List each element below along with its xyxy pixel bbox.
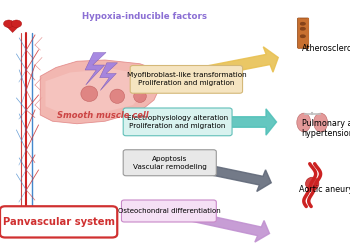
Ellipse shape — [306, 177, 319, 190]
Ellipse shape — [81, 86, 98, 102]
FancyArrow shape — [164, 207, 270, 242]
Ellipse shape — [134, 90, 146, 102]
Text: Osteochondral differentiation: Osteochondral differentiation — [118, 208, 220, 214]
Text: Panvascular system: Panvascular system — [3, 217, 115, 227]
FancyBboxPatch shape — [123, 108, 232, 136]
Ellipse shape — [4, 20, 14, 28]
Ellipse shape — [11, 20, 22, 28]
Text: Electrophysiology alteration
Proliferation and migration: Electrophysiology alteration Proliferati… — [127, 115, 228, 129]
Ellipse shape — [297, 113, 311, 132]
Ellipse shape — [110, 89, 125, 104]
Polygon shape — [100, 63, 118, 90]
Text: Atherosclerosis: Atherosclerosis — [302, 44, 350, 53]
Text: Aortic aneurysm: Aortic aneurysm — [299, 186, 350, 194]
FancyArrow shape — [180, 47, 278, 81]
FancyBboxPatch shape — [123, 150, 216, 176]
Polygon shape — [46, 69, 147, 114]
FancyArrow shape — [182, 109, 276, 135]
FancyBboxPatch shape — [130, 66, 243, 93]
Polygon shape — [40, 60, 161, 124]
Polygon shape — [5, 25, 20, 32]
Text: Myofibroblast-like transformation
Proliferation and migration: Myofibroblast-like transformation Prolif… — [127, 72, 246, 86]
FancyBboxPatch shape — [121, 200, 216, 222]
Text: Pulmonary artery
hypertension: Pulmonary artery hypertension — [302, 119, 350, 139]
Ellipse shape — [314, 113, 328, 132]
Text: Hypoxia-inducible factors: Hypoxia-inducible factors — [82, 12, 207, 21]
Text: Smooth muscle cell: Smooth muscle cell — [57, 110, 149, 120]
Ellipse shape — [300, 22, 306, 26]
Ellipse shape — [300, 34, 306, 38]
FancyBboxPatch shape — [0, 206, 117, 238]
FancyArrow shape — [173, 158, 271, 192]
Ellipse shape — [300, 27, 306, 30]
Text: Apoptosis
Vascular remodeling: Apoptosis Vascular remodeling — [133, 156, 207, 170]
FancyBboxPatch shape — [298, 18, 309, 48]
Polygon shape — [85, 52, 106, 85]
